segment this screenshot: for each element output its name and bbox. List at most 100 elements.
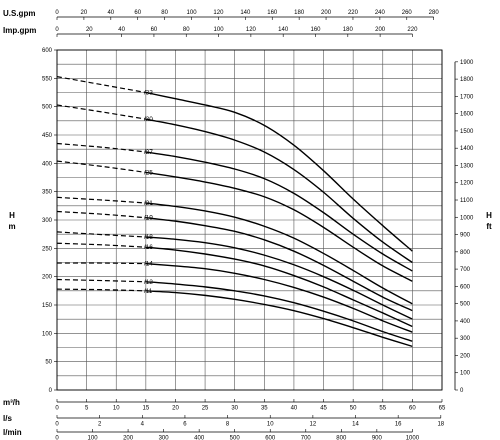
series-label: /16: [144, 244, 153, 251]
series-label: /33: [144, 90, 153, 97]
tick-label-y-ft: 1400: [460, 146, 474, 152]
tick-label-imp-gpm: 120: [246, 27, 257, 33]
tick-label-y-m: 600: [42, 48, 53, 54]
curve-11-solid: [145, 290, 413, 348]
curve-25-solid: [145, 171, 413, 282]
curve-12-solid: [145, 281, 413, 342]
curve-27-dashed: [56, 142, 146, 153]
axis-unit-y-ft: ft: [486, 222, 492, 231]
tick-label-imp-gpm: 180: [343, 27, 354, 33]
tick-label-imp-gpm: 220: [407, 27, 418, 33]
tick-label-y-ft: 200: [460, 353, 471, 359]
curve-12-dashed: [56, 278, 146, 283]
tick-label-imp-gpm: 140: [278, 27, 289, 33]
curves: [56, 76, 413, 348]
axis-title-y-m: H: [9, 211, 15, 220]
tick-label-us-gpm: 220: [348, 10, 359, 16]
tick-label-us-gpm: 280: [429, 10, 440, 16]
tick-label-y-ft: 700: [460, 267, 471, 273]
tick-label-y-ft: 300: [460, 336, 471, 342]
tick-label-y-ft: 100: [460, 371, 471, 377]
tick-label-imp-gpm: 80: [183, 27, 190, 33]
tick-label-m3h: 35: [261, 406, 268, 412]
tick-label-us-gpm: 20: [81, 10, 88, 16]
tick-label-ls: 0: [55, 422, 59, 428]
series-label: /19: [144, 215, 153, 222]
tick-label-us-gpm: 40: [107, 10, 114, 16]
tick-label-ls: 2: [98, 422, 102, 428]
tick-label-us-gpm: 200: [321, 10, 332, 16]
tick-label-y-ft: 500: [460, 302, 471, 308]
axis-title-y-ft: H: [486, 211, 492, 220]
tick-label-y-ft: 0: [460, 388, 464, 394]
tick-label-y-ft: 1100: [460, 198, 474, 204]
tick-label-ls: 12: [310, 422, 317, 428]
tick-label-y-ft: 900: [460, 233, 471, 239]
tick-label-y-ft: 1500: [460, 129, 474, 135]
tick-label-ls: 8: [226, 422, 230, 428]
curve-14-solid: [145, 262, 413, 333]
tick-label-y-m: 150: [42, 303, 53, 309]
tick-label-y-m: 400: [42, 161, 53, 167]
axis-title-imp-gpm: Imp.gpm: [3, 26, 36, 35]
tick-label-y-m: 100: [42, 331, 53, 337]
tick-label-us-gpm: 140: [240, 10, 251, 16]
tick-label-m3h: 45: [320, 406, 327, 412]
tick-label-lmin: 0: [55, 436, 59, 440]
curve-18-solid: [145, 236, 413, 320]
tick-label-m3h: 5: [85, 406, 89, 412]
tick-label-imp-gpm: 100: [214, 27, 225, 33]
tick-label-us-gpm: 100: [187, 10, 198, 16]
tick-label-y-ft: 800: [460, 250, 471, 256]
tick-label-us-gpm: 160: [267, 10, 278, 16]
series-label: /11: [144, 288, 153, 295]
axes: 0 20 40 60 80 100 120 140 160 180 200 220 240 260 280U…: [3, 9, 492, 440]
tick-label-us-gpm: 60: [134, 10, 141, 16]
tick-label-imp-gpm: 0: [55, 27, 59, 33]
tick-label-m3h: 30: [231, 406, 238, 412]
curve-25-dashed: [56, 160, 146, 173]
tick-label-y-ft: 1200: [460, 181, 474, 187]
curve-30-solid: [145, 118, 413, 264]
tick-label-m3h: 20: [172, 406, 179, 412]
tick-label-m3h: 50: [350, 406, 357, 412]
tick-label-y-ft: 1800: [460, 77, 474, 83]
tick-label-us-gpm: 80: [161, 10, 168, 16]
tick-label-lmin: 400: [194, 436, 205, 440]
curve-18-dashed: [56, 231, 146, 238]
tick-label-m3h: 0: [55, 406, 59, 412]
tick-label-m3h: 10: [113, 406, 120, 412]
curve-11-dashed: [56, 288, 146, 292]
tick-label-ls: 14: [352, 422, 359, 428]
tick-label-lmin: 700: [301, 436, 312, 440]
tick-label-y-ft: 400: [460, 319, 471, 325]
tick-label-y-m: 200: [42, 275, 53, 281]
tick-label-m3h: 40: [291, 406, 298, 412]
tick-label-y-ft: 600: [460, 284, 471, 290]
tick-label-us-gpm: 180: [294, 10, 305, 16]
tick-label-y-m: 300: [42, 218, 53, 224]
curve-19-solid: [145, 217, 413, 312]
curve-21-solid: [145, 202, 413, 305]
curve-27-solid: [145, 151, 413, 272]
tick-label-lmin: 800: [336, 436, 347, 440]
tick-label-imp-gpm: 40: [118, 27, 125, 33]
series-label: /14: [144, 261, 153, 268]
tick-label-lmin: 600: [265, 436, 276, 440]
tick-label-imp-gpm: 60: [151, 27, 158, 33]
series-label: /21: [144, 200, 153, 207]
curve-33-dashed: [56, 76, 146, 94]
tick-label-lmin: 200: [123, 436, 134, 440]
curve-16-dashed: [56, 242, 146, 248]
tick-label-y-ft: 1900: [460, 60, 474, 66]
tick-label-lmin: 300: [159, 436, 170, 440]
tick-label-lmin: 1000: [406, 436, 420, 440]
axis-title-ls: l/s: [3, 414, 12, 423]
axis-unit-y-m: m: [8, 222, 15, 231]
tick-label-m3h: 15: [143, 406, 150, 412]
tick-label-m3h: 55: [379, 406, 386, 412]
curve-21-dashed: [56, 196, 146, 204]
axis-title-us-gpm: U.S.gpm: [3, 9, 35, 18]
axis-title-m3h: m³/h: [3, 398, 20, 407]
tick-label-m3h: 60: [409, 406, 416, 412]
